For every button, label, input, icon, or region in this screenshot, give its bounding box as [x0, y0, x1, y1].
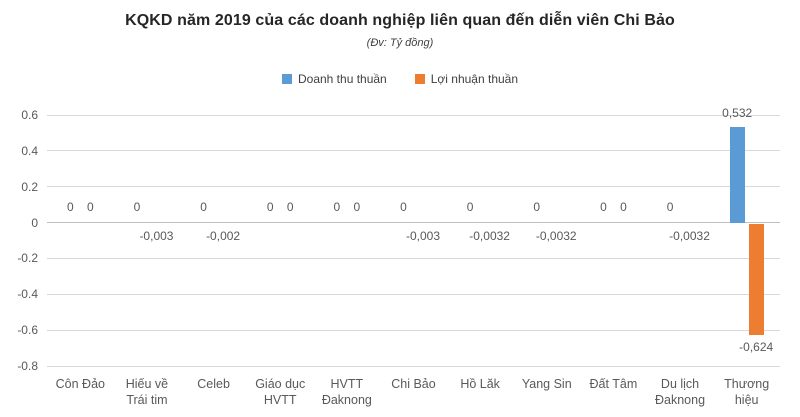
- y-tick-label: 0.4: [21, 143, 38, 158]
- legend-item-profit: Lợi nhuận thuần: [414, 72, 519, 86]
- data-label: 0: [200, 199, 207, 214]
- category-label: Yang Sin: [521, 377, 572, 391]
- legend: Doanh thu thuần Lợi nhuận thuần: [0, 72, 800, 86]
- data-label: 0: [600, 199, 607, 214]
- gridline: [47, 365, 780, 367]
- y-tick-label: -0.6: [17, 323, 38, 338]
- data-label: 0: [133, 199, 141, 214]
- gridline: [47, 293, 780, 295]
- y-tick-label: 0.2: [21, 179, 38, 194]
- data-label: -0,624: [739, 340, 774, 355]
- data-label: -0,0032: [469, 229, 510, 244]
- data-label: -0,0032: [669, 229, 710, 244]
- data-label: 0: [266, 199, 274, 214]
- category-label: Thương hiệu: [724, 377, 770, 407]
- gridline: [47, 186, 780, 188]
- data-label: -0,002: [206, 228, 241, 243]
- data-label: 0: [466, 199, 474, 214]
- profit-bar: [748, 223, 764, 336]
- gridline: [47, 150, 780, 152]
- data-label: -0,0032: [535, 229, 577, 244]
- gridline: [47, 257, 780, 259]
- category-label: Côn Đảo: [55, 377, 105, 391]
- y-tick-label: 0.6: [21, 108, 38, 122]
- gridline: [47, 222, 780, 224]
- category-label: HVTT Đaknong: [321, 377, 372, 407]
- chart-subtitle: (Đv: Tỷ đồng): [366, 37, 434, 49]
- category-label: Du lịch Đaknong: [655, 377, 706, 407]
- revenue-swatch-icon: [281, 74, 292, 84]
- data-label: 0: [66, 199, 74, 214]
- data-label: 0: [286, 199, 294, 214]
- y-tick-label: 0: [31, 215, 38, 230]
- gridline: [47, 114, 780, 116]
- y-tick-label: -0.8: [17, 359, 38, 373]
- category-label: Chi Bảo: [391, 377, 436, 391]
- legend-label-profit: Lợi nhuận thuần: [430, 72, 519, 86]
- data-label: 0: [400, 199, 407, 214]
- category-label: Giáo dục HVTT: [255, 377, 306, 407]
- data-label: 0: [666, 199, 674, 214]
- data-label: 0: [86, 199, 94, 214]
- y-tick-label: -0.4: [17, 287, 38, 302]
- data-label: 0: [620, 199, 627, 214]
- revenue-bar: [729, 127, 745, 223]
- data-label: 0: [353, 199, 361, 214]
- data-label: 0: [533, 199, 541, 214]
- category-label: Hồ Lăk: [460, 377, 500, 391]
- legend-item-revenue: Doanh thu thuần: [281, 72, 387, 86]
- y-tick-label: -0.2: [17, 251, 38, 266]
- data-label: -0,003: [405, 229, 441, 244]
- category-label: Hiếu về Trái tim: [125, 377, 169, 407]
- data-label: 0: [333, 199, 341, 214]
- data-label: 0,532: [722, 106, 753, 121]
- gridline: [47, 329, 780, 331]
- legend-label-revenue: Doanh thu thuần: [297, 72, 387, 86]
- profit-swatch-icon: [414, 74, 425, 84]
- data-label: -0,003: [139, 229, 174, 244]
- category-label: Celeb: [197, 377, 230, 391]
- category-label: Đất Tâm: [589, 377, 638, 391]
- chart-title: KQKD năm 2019 của các doanh nghiệp liên …: [125, 12, 675, 29]
